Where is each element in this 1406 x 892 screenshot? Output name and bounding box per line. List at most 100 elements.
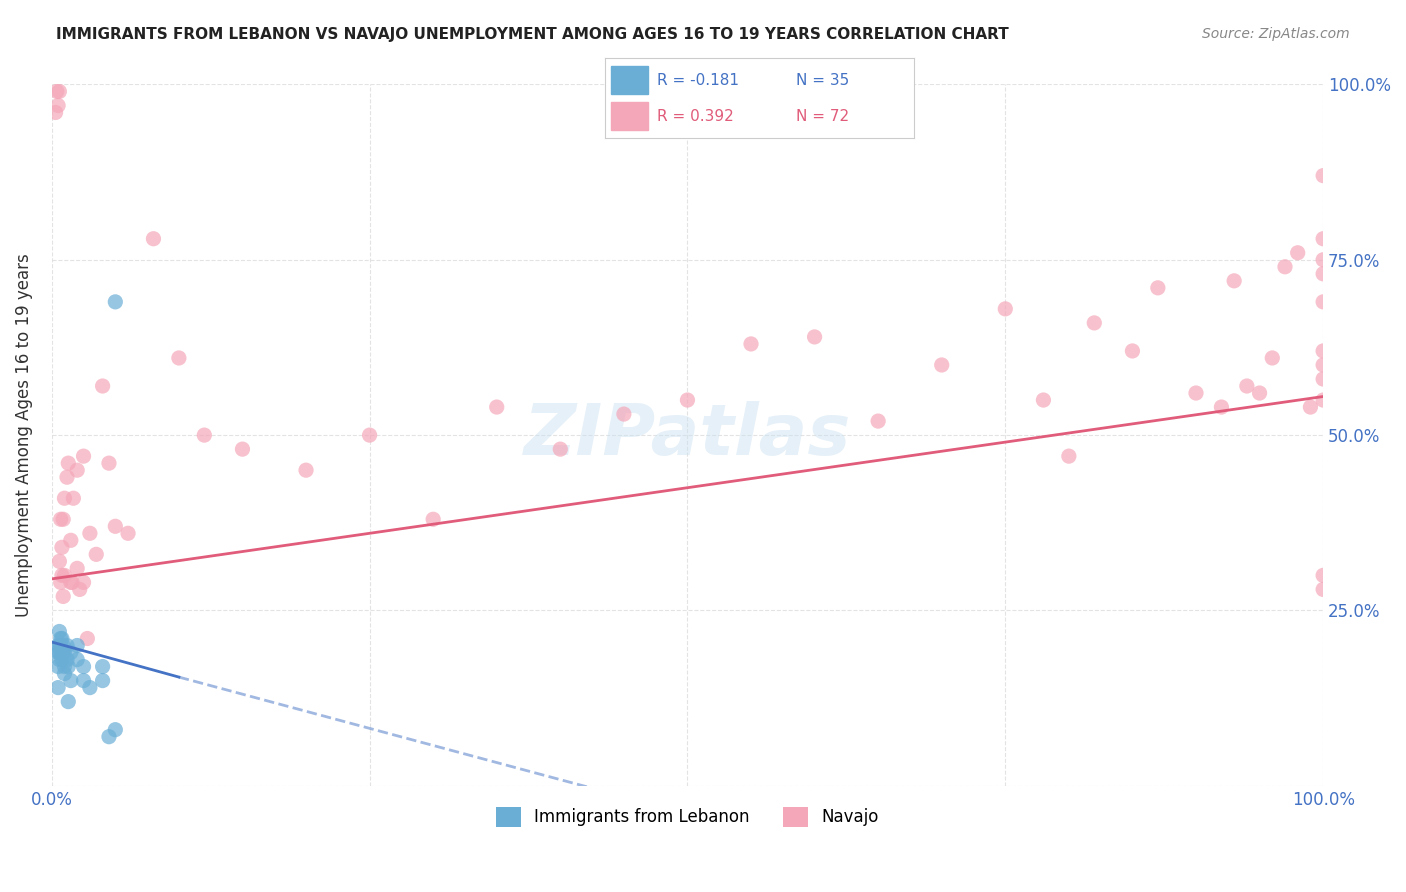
Point: [46, 681, 69, 695]
Point: [1211, 400, 1233, 414]
Point: [51, 652, 73, 666]
Point: [485, 400, 508, 414]
Point: [97, 456, 120, 470]
Point: [1312, 343, 1334, 358]
Point: [48, 85, 70, 99]
Point: [72, 673, 94, 688]
Point: [49, 575, 72, 590]
Point: [53, 491, 76, 506]
Point: [193, 428, 215, 442]
Point: [1312, 267, 1334, 281]
Point: [69, 582, 91, 597]
Point: [48, 624, 70, 639]
Point: [58, 456, 80, 470]
Point: [91, 379, 114, 393]
Bar: [610, 102, 648, 130]
Point: [1147, 281, 1170, 295]
Point: [60, 575, 83, 590]
Point: [104, 294, 127, 309]
Point: [1083, 316, 1105, 330]
Point: [49, 639, 72, 653]
Point: [803, 330, 825, 344]
Point: [1274, 260, 1296, 274]
Point: [1312, 392, 1334, 407]
Point: [1312, 294, 1334, 309]
Point: [45, 85, 67, 99]
Point: [46, 98, 69, 112]
Point: [295, 463, 318, 477]
Point: [676, 392, 699, 407]
Point: [49, 512, 72, 526]
Point: [48, 639, 70, 653]
Point: [46, 639, 69, 653]
Text: ZIPatlas: ZIPatlas: [524, 401, 851, 469]
Point: [1312, 169, 1334, 183]
Point: [52, 639, 75, 653]
Point: [1261, 351, 1284, 365]
Point: [56, 470, 79, 484]
Point: [117, 526, 139, 541]
Text: N = 72: N = 72: [796, 109, 849, 124]
Point: [1057, 449, 1080, 463]
Point: [49, 646, 72, 660]
Text: Source: ZipAtlas.com: Source: ZipAtlas.com: [1202, 27, 1350, 41]
Point: [48, 554, 70, 568]
Point: [1299, 400, 1322, 414]
Point: [1312, 358, 1334, 372]
Point: [72, 659, 94, 673]
Point: [52, 646, 75, 660]
Point: [56, 652, 79, 666]
Point: [58, 659, 80, 673]
Point: [51, 568, 73, 582]
Point: [52, 590, 75, 604]
Point: [56, 639, 79, 653]
Point: [868, 414, 890, 428]
Point: [1249, 386, 1271, 401]
Point: [422, 512, 444, 526]
Point: [91, 673, 114, 688]
Text: R = 0.392: R = 0.392: [657, 109, 734, 124]
Point: [76, 632, 98, 646]
Point: [51, 646, 73, 660]
Point: [97, 730, 120, 744]
Point: [79, 681, 101, 695]
Point: [1185, 386, 1208, 401]
Point: [1312, 568, 1334, 582]
Point: [613, 407, 636, 421]
Point: [1286, 245, 1309, 260]
Text: N = 35: N = 35: [796, 73, 849, 88]
Point: [62, 491, 84, 506]
Bar: [610, 66, 648, 94]
Point: [53, 568, 76, 582]
Point: [1312, 252, 1334, 267]
Point: [46, 659, 69, 673]
Text: IMMIGRANTS FROM LEBANON VS NAVAJO UNEMPLOYMENT AMONG AGES 16 TO 19 YEARS CORRELA: IMMIGRANTS FROM LEBANON VS NAVAJO UNEMPL…: [56, 27, 1010, 42]
Point: [1236, 379, 1258, 393]
Point: [48, 646, 70, 660]
Point: [1312, 372, 1334, 386]
Point: [84, 547, 107, 561]
Point: [53, 666, 76, 681]
Point: [994, 301, 1017, 316]
Point: [72, 449, 94, 463]
Text: R = -0.181: R = -0.181: [657, 73, 740, 88]
Point: [550, 442, 572, 457]
Point: [66, 639, 89, 653]
Point: [72, 575, 94, 590]
Point: [740, 337, 762, 351]
Point: [231, 442, 253, 457]
Point: [1312, 582, 1334, 597]
Point: [59, 673, 82, 688]
Point: [66, 561, 89, 575]
Point: [104, 519, 127, 533]
Point: [52, 512, 75, 526]
Point: [1032, 392, 1054, 407]
Point: [1312, 232, 1334, 246]
Point: [46, 646, 69, 660]
Point: [51, 632, 73, 646]
Point: [359, 428, 381, 442]
Point: [48, 652, 70, 666]
Point: [1223, 274, 1246, 288]
Point: [931, 358, 953, 372]
Legend: Immigrants from Lebanon, Navajo: Immigrants from Lebanon, Navajo: [489, 800, 886, 833]
